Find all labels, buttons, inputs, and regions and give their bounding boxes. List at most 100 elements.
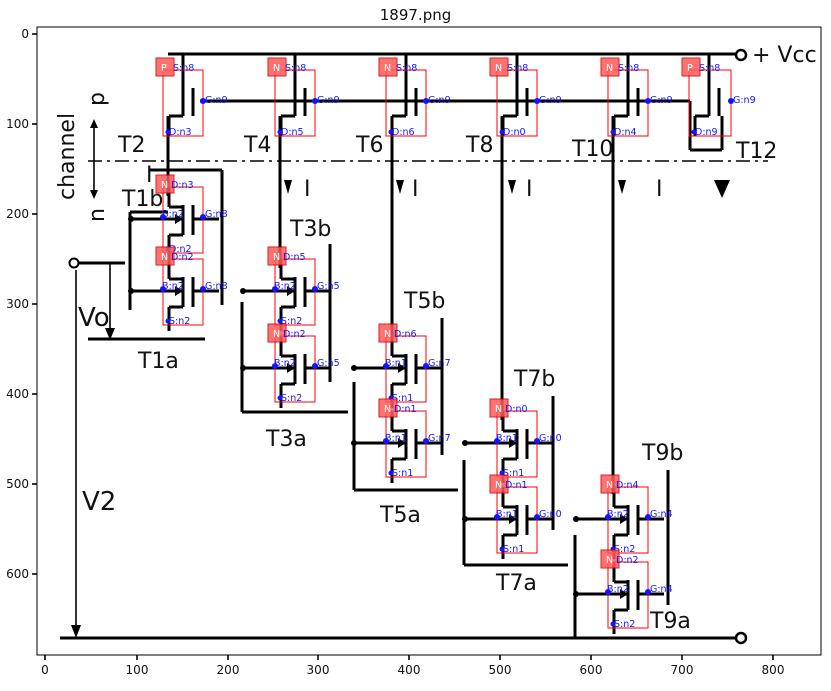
source-pin-dot xyxy=(277,395,283,401)
source-pin-label: S:n1 xyxy=(503,468,524,479)
bulk-pin-label: B:n1 xyxy=(385,433,407,444)
drain-pin-dot xyxy=(610,129,616,135)
transistor: N D:n2 B:n2 G:n5 S:n2 xyxy=(240,323,340,408)
transistor: N D:n4 B:n2 G:n4 S:n2 xyxy=(573,474,673,559)
component-type-tag xyxy=(267,57,287,77)
drain-pin-dot xyxy=(388,129,394,135)
bulk-pin-dot xyxy=(160,286,166,292)
gate-pin-dot xyxy=(645,98,651,104)
gate-pin-label: G:n9 xyxy=(317,95,340,106)
component-type-tag xyxy=(489,57,509,77)
component-type-label: N xyxy=(606,480,613,491)
component-type-label: P xyxy=(161,63,167,74)
component-type-tag xyxy=(489,474,509,494)
gate-pin-label: G:n9 xyxy=(205,95,228,106)
source-pin-label: S:n2 xyxy=(281,316,302,327)
gate-pin-dot xyxy=(728,98,734,104)
source-pin-label: S:n2 xyxy=(614,619,635,630)
component-type-label: N xyxy=(606,63,613,74)
drain-pin-label: D:n9 xyxy=(695,127,718,138)
current-label: I xyxy=(304,177,311,202)
gate-pin-label: G:n7 xyxy=(428,433,451,444)
source-pin-label: S:n8 xyxy=(285,63,306,74)
t9a-label: T9a xyxy=(649,609,691,634)
drain-pin-label: D:n4 xyxy=(616,480,639,491)
current-label: I xyxy=(656,177,663,202)
component-type-label: N xyxy=(384,329,391,340)
source-pin-dot xyxy=(499,470,505,476)
gate-pin-label: G:n9 xyxy=(733,95,756,106)
transistor: P S:n8 G:n9 D:n9 xyxy=(681,54,756,138)
t10-label: T10 xyxy=(571,137,613,162)
source-pin-dot xyxy=(499,546,505,552)
x-tick: 400 xyxy=(398,663,421,677)
drain-pin-label: D:n3 xyxy=(169,127,192,138)
bulk-pin-dot xyxy=(383,438,389,444)
y-tick: 400 xyxy=(6,387,29,401)
t2-label: T2 xyxy=(117,133,145,158)
x-tick: 800 xyxy=(762,663,785,677)
y-tick: 300 xyxy=(6,297,29,311)
component-type-label: N xyxy=(495,404,502,415)
component-type-label: N xyxy=(273,329,280,340)
component-type-label: N xyxy=(606,555,613,566)
gate-pin-label: G:n9 xyxy=(539,95,562,106)
t5b-label: T5b xyxy=(403,289,445,314)
schematic-labels: + Vcc channel p n T2 T4 T6 T8 T10 T12 T1… xyxy=(55,43,817,634)
bulk-pin-dot xyxy=(494,438,500,444)
source-pin-label: S:n8 xyxy=(618,63,639,74)
ground-terminal xyxy=(734,631,748,645)
transistor: N S:n8 G:n9 D:n5 xyxy=(267,54,340,138)
t1b-label: T1b xyxy=(121,187,163,212)
drain-pin-label: D:n1 xyxy=(394,404,417,415)
channel-label: channel xyxy=(55,113,80,200)
component-type-tag xyxy=(600,549,620,569)
y-tick: 500 xyxy=(6,477,29,491)
source-pin-dot xyxy=(610,621,616,627)
y-tick: 200 xyxy=(6,207,29,221)
transistor: N D:n6 B:n1 G:n7 S:n1 xyxy=(351,323,451,408)
x-tick: 200 xyxy=(217,663,240,677)
bulk-pin-label: B:n2 xyxy=(274,281,296,292)
gate-pin-dot xyxy=(312,98,318,104)
gate-pin-label: G:n8 xyxy=(205,281,228,292)
source-pin-label: S:n1 xyxy=(503,544,524,555)
gate-pin-dot xyxy=(534,438,540,444)
drain-pin-label: D:n2 xyxy=(171,252,194,263)
component-type-label: N xyxy=(161,180,168,191)
transistor: N S:n8 G:n9 D:n0 xyxy=(489,54,562,138)
component-type-label: P xyxy=(687,63,693,74)
gate-pin-label: G:n9 xyxy=(428,95,451,106)
transistor: N S:n8 G:n9 D:n6 xyxy=(378,54,451,138)
component-type-label: N xyxy=(384,63,391,74)
t3a-label: T3a xyxy=(265,427,307,452)
gate-pin-label: G:n0 xyxy=(539,433,562,444)
component-type-label: N xyxy=(161,252,168,263)
transistor: N D:n5 B:n2 G:n5 S:n2 xyxy=(240,246,340,331)
component-type-tag xyxy=(600,474,620,494)
transistor: N D:n2 B:n2 G:n8 S:n2 xyxy=(128,246,228,331)
t4-label: T4 xyxy=(243,133,271,158)
source-pin-label: S:n2 xyxy=(614,544,635,555)
transistor: N D:n1 B:n1 G:n0 S:n1 xyxy=(462,474,562,559)
transistor: P S:n8 G:n9 D:n3 xyxy=(155,54,228,138)
source-pin-label: S:n8 xyxy=(507,63,528,74)
gate-pin-dot xyxy=(200,286,206,292)
drain-pin-dot xyxy=(277,129,283,135)
source-pin-label: S:n8 xyxy=(699,63,720,74)
bulk-pin-dot xyxy=(272,286,278,292)
component-type-tag xyxy=(267,246,287,266)
transistor: N D:n3 B:n2 G:n8 D:n2 xyxy=(128,174,228,259)
gate-pin-label: G:n5 xyxy=(317,281,340,292)
x-tick: 500 xyxy=(489,663,512,677)
drain-pin-dot xyxy=(691,129,697,135)
lower-transistor-stacks: N D:n3B:n2 G:n8D:n2N D:n2B:n2 G:n8S:n2N D:n5B… xyxy=(128,174,673,634)
x-tick: 300 xyxy=(307,663,330,677)
x-tick: 600 xyxy=(580,663,603,677)
gate-pin-dot xyxy=(312,286,318,292)
source-pin-dot xyxy=(388,470,394,476)
bulk-pin-dot xyxy=(605,514,611,520)
component-type-label: N xyxy=(495,63,502,74)
drain-pin-label: D:n0 xyxy=(503,127,526,138)
